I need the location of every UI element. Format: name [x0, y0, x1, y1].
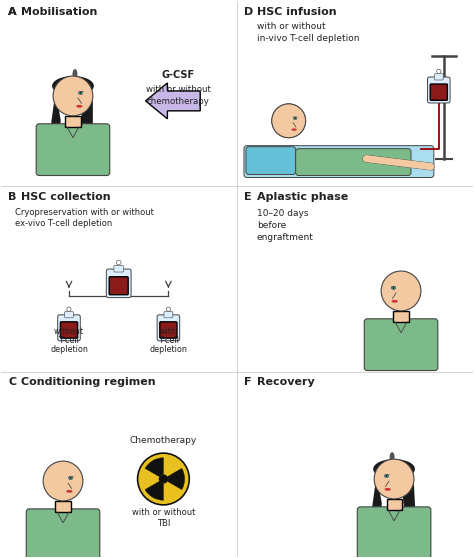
Text: Conditioning regimen: Conditioning regimen [21, 377, 156, 387]
Ellipse shape [68, 477, 73, 479]
Text: with or without: with or without [257, 22, 326, 31]
Ellipse shape [292, 128, 297, 131]
Text: without: without [54, 327, 84, 336]
Ellipse shape [390, 452, 394, 462]
Text: ex-vivo T-cell depletion: ex-vivo T-cell depletion [15, 219, 112, 228]
Polygon shape [51, 90, 61, 171]
Text: 10–20 days: 10–20 days [257, 209, 309, 218]
Text: engraftment: engraftment [257, 233, 314, 242]
Circle shape [385, 475, 388, 477]
FancyBboxPatch shape [435, 74, 443, 80]
Circle shape [272, 104, 306, 138]
FancyBboxPatch shape [364, 319, 438, 371]
FancyBboxPatch shape [428, 77, 450, 103]
Circle shape [294, 117, 296, 119]
Ellipse shape [384, 474, 389, 478]
FancyBboxPatch shape [64, 311, 73, 318]
FancyBboxPatch shape [157, 315, 180, 341]
FancyBboxPatch shape [246, 147, 296, 175]
FancyBboxPatch shape [26, 509, 100, 558]
Circle shape [80, 92, 82, 94]
Text: TBI: TBI [157, 519, 170, 528]
Circle shape [70, 477, 72, 479]
Ellipse shape [384, 488, 391, 490]
FancyBboxPatch shape [60, 322, 78, 338]
Text: with: with [160, 327, 177, 336]
Ellipse shape [73, 69, 77, 79]
FancyBboxPatch shape [106, 269, 131, 297]
Text: A: A [9, 7, 17, 17]
Polygon shape [372, 473, 382, 555]
FancyBboxPatch shape [164, 311, 173, 318]
Circle shape [166, 307, 171, 311]
Wedge shape [145, 458, 164, 477]
Text: chemotherapy: chemotherapy [147, 97, 210, 106]
FancyBboxPatch shape [357, 507, 431, 558]
Circle shape [392, 287, 394, 289]
Text: E: E [244, 193, 252, 203]
Circle shape [272, 104, 306, 138]
Polygon shape [402, 473, 416, 527]
FancyBboxPatch shape [55, 501, 71, 512]
Circle shape [137, 453, 189, 505]
Text: depletion: depletion [50, 345, 88, 354]
Text: D: D [244, 7, 253, 17]
Circle shape [381, 271, 421, 311]
FancyBboxPatch shape [58, 315, 80, 341]
Text: with or without: with or without [132, 508, 195, 517]
FancyBboxPatch shape [65, 116, 81, 127]
Text: with or without: with or without [146, 85, 211, 94]
Text: before: before [257, 222, 286, 230]
Text: F: F [244, 377, 252, 387]
FancyBboxPatch shape [386, 499, 401, 510]
Ellipse shape [293, 117, 297, 119]
Text: Aplastic phase: Aplastic phase [257, 193, 348, 203]
Text: Cryopreservation with or without: Cryopreservation with or without [15, 208, 154, 217]
Text: depletion: depletion [149, 345, 187, 354]
Text: in-vivo T-cell depletion: in-vivo T-cell depletion [257, 34, 359, 43]
Circle shape [116, 260, 121, 265]
Text: Recovery: Recovery [257, 377, 315, 387]
Text: Mobilisation: Mobilisation [21, 7, 98, 17]
Ellipse shape [66, 490, 73, 493]
Ellipse shape [78, 92, 82, 94]
Wedge shape [167, 468, 185, 489]
Circle shape [67, 307, 71, 311]
FancyBboxPatch shape [430, 84, 447, 100]
Circle shape [374, 459, 414, 499]
Text: G-CSF: G-CSF [162, 70, 195, 80]
Circle shape [437, 69, 441, 74]
Text: A: A [9, 7, 17, 17]
Circle shape [159, 474, 168, 484]
Text: HSC infusion: HSC infusion [257, 7, 337, 17]
Ellipse shape [52, 76, 94, 96]
FancyBboxPatch shape [114, 265, 123, 272]
FancyBboxPatch shape [160, 322, 177, 338]
Text: HSC collection: HSC collection [21, 193, 111, 203]
Ellipse shape [392, 300, 398, 302]
Text: T-cell: T-cell [59, 336, 80, 345]
Wedge shape [145, 482, 164, 500]
Ellipse shape [76, 105, 82, 108]
FancyArrow shape [146, 83, 200, 119]
Circle shape [53, 76, 93, 116]
Text: B: B [9, 193, 17, 203]
FancyBboxPatch shape [244, 146, 434, 177]
FancyBboxPatch shape [109, 277, 128, 295]
FancyBboxPatch shape [393, 311, 409, 322]
FancyBboxPatch shape [36, 124, 110, 176]
FancyBboxPatch shape [296, 148, 411, 176]
Ellipse shape [373, 459, 415, 479]
Ellipse shape [392, 286, 396, 290]
Polygon shape [81, 90, 93, 140]
Text: Chemotherapy: Chemotherapy [130, 436, 197, 445]
Text: T-cell: T-cell [158, 336, 179, 345]
Circle shape [43, 461, 83, 501]
Text: C: C [9, 377, 17, 387]
